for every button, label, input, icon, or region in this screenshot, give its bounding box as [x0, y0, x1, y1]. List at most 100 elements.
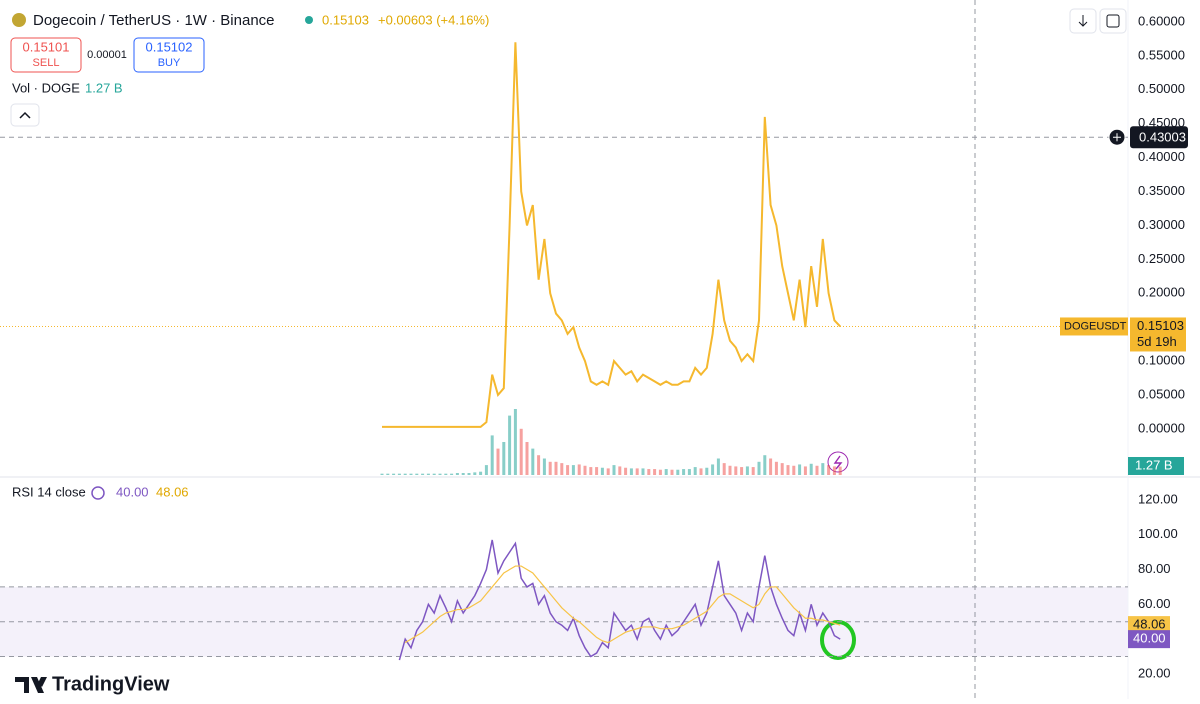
- volume-bar: [606, 468, 610, 475]
- price-change: +0.00603 (+4.16%): [378, 12, 489, 27]
- y-tick-label: 0.05000: [1138, 386, 1185, 401]
- volume-bar: [641, 468, 645, 475]
- y-tick-label: 0.50000: [1138, 81, 1185, 96]
- volume-bar: [397, 473, 401, 475]
- volume-legend: Vol · DOGE: [12, 80, 80, 95]
- volume-bar: [450, 473, 454, 475]
- y-tick-label: 0.40000: [1138, 149, 1185, 164]
- symbol-title: Dogecoin / TetherUS · 1W · Binance: [33, 12, 275, 29]
- volume-badge: [1128, 457, 1184, 475]
- volume-bar: [392, 473, 396, 475]
- volume-bar: [600, 467, 604, 475]
- ticker-badge: [1060, 317, 1128, 336]
- volume-bar: [461, 473, 465, 475]
- volume-bar: [479, 471, 483, 475]
- volume-bar: [728, 465, 732, 475]
- volume-bar: [577, 464, 581, 475]
- volume-legend-value: 1.27 B: [85, 80, 123, 95]
- rsi-ma-line: [404, 565, 841, 644]
- buy-price: 0.15102: [146, 39, 193, 54]
- rsi-tick-label: 20.00: [1138, 665, 1171, 680]
- price-line: [382, 42, 841, 428]
- volume-bar: [612, 465, 616, 475]
- volume-bar: [635, 468, 639, 475]
- rsi-legend-value: 40.00: [116, 484, 149, 499]
- y-tick-label: 0.30000: [1138, 217, 1185, 232]
- last-price: 0.15103: [322, 12, 369, 27]
- collapse-button[interactable]: [10, 103, 40, 127]
- volume-bar: [415, 473, 419, 475]
- volume-bar: [554, 461, 558, 475]
- volume-bar: [757, 461, 761, 475]
- volume-bar: [624, 467, 628, 475]
- rsi-title: RSI 14 close: [12, 484, 86, 499]
- volume-bar: [809, 463, 813, 475]
- volume-bar: [751, 467, 755, 475]
- volume-bar: [629, 468, 633, 475]
- buy-label: BUY: [158, 57, 181, 69]
- sell-button[interactable]: [10, 37, 82, 73]
- volume-bar: [455, 473, 459, 475]
- volume-bar: [380, 473, 384, 475]
- status-dot: [305, 16, 313, 24]
- rsi-ma-badge-value: 48.06: [1133, 617, 1166, 632]
- volume-bar: [531, 448, 535, 475]
- brand-name: TradingView: [52, 673, 170, 695]
- volume-bar: [716, 458, 720, 475]
- volume-bar: [421, 473, 425, 475]
- buy-button[interactable]: [133, 37, 205, 73]
- volume-bar: [763, 455, 767, 475]
- volume-bar: [438, 473, 442, 475]
- volume-bar: [496, 448, 500, 475]
- volume-bar: [774, 461, 778, 475]
- volume-bar: [838, 466, 842, 475]
- rsi-badge: [1128, 630, 1170, 649]
- crosshair-label: 0.43003: [1139, 130, 1186, 145]
- volume-bar: [676, 469, 680, 475]
- ticker-label: DOGEUSDT: [1064, 320, 1127, 332]
- volume-bar: [745, 466, 749, 475]
- rsi-tick-label: 60.00: [1138, 596, 1171, 611]
- brand-logo: [15, 677, 47, 693]
- volume-bar: [664, 469, 668, 475]
- fullscreen-icon: [1106, 14, 1120, 28]
- y-tick-label: 0.35000: [1138, 183, 1185, 198]
- rsi-ma-legend-value: 48.06: [156, 484, 189, 499]
- volume-bar: [798, 464, 802, 475]
- volume-bar: [670, 469, 674, 475]
- volume-bar: [815, 465, 819, 475]
- y-tick-label: 0.25000: [1138, 251, 1185, 266]
- volume-bar: [803, 466, 807, 475]
- volume-bar: [595, 467, 599, 475]
- volume-bar: [687, 469, 691, 475]
- y-tick-label: 0.60000: [1138, 13, 1185, 28]
- volume-bar: [821, 463, 825, 475]
- volume-bar: [542, 458, 546, 475]
- volume-bar: [571, 465, 575, 475]
- download-icon: [1078, 15, 1088, 27]
- rsi-settings-icon[interactable]: [91, 486, 105, 500]
- rsi-tick-label: 80.00: [1138, 561, 1171, 576]
- collapse-icon: [19, 111, 31, 119]
- volume-bar: [426, 473, 430, 475]
- volume-bar: [722, 463, 726, 475]
- coin-icon: [12, 13, 26, 27]
- countdown: 5d 19h: [1137, 334, 1177, 349]
- fullscreen-button[interactable]: [1099, 8, 1127, 34]
- volume-bar: [682, 469, 686, 475]
- volume-bar: [432, 473, 436, 475]
- rsi-ma-badge: [1128, 616, 1170, 635]
- volume-bar: [508, 415, 512, 475]
- volume-bar: [502, 442, 506, 475]
- volume-bar: [740, 467, 744, 475]
- event-icon[interactable]: [827, 451, 849, 473]
- rsi-badge-value: 40.00: [1133, 631, 1166, 646]
- volume-bar: [473, 472, 477, 475]
- volume-bar: [711, 464, 715, 475]
- volume-bar: [832, 466, 836, 475]
- volume-bar: [484, 465, 488, 475]
- price-badge-value: 0.15103: [1137, 318, 1184, 333]
- volume-bar: [386, 473, 390, 475]
- volume-bar: [786, 465, 790, 475]
